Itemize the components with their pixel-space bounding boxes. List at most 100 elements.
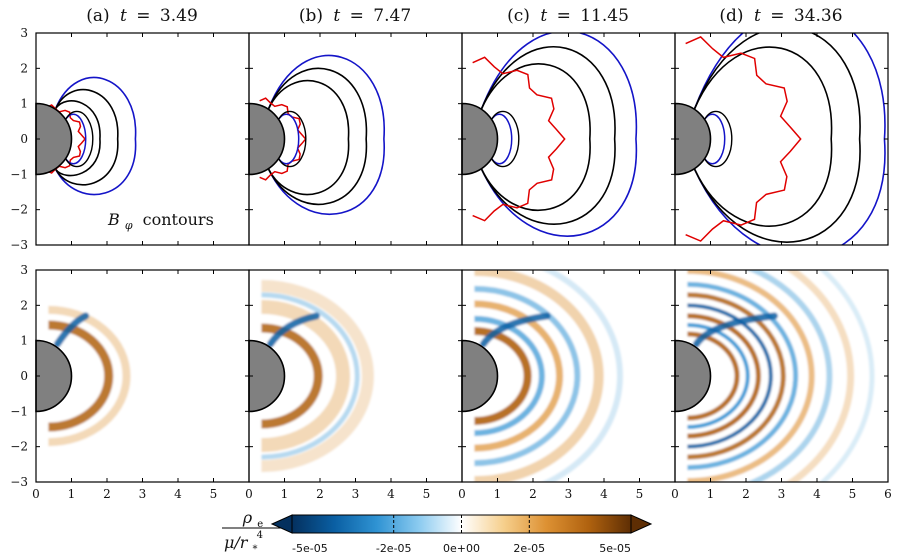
x-tick-label: 4 (813, 487, 821, 501)
heatmap-band (261, 323, 323, 429)
star-disc (35, 102, 73, 176)
x-tick-label: 4 (174, 487, 182, 501)
colorbar: -5e-05 -2e-05 0e+00 2e-05 5e-05 (270, 514, 653, 555)
contour-panel-b (259, 54, 385, 215)
heatmap-band (48, 320, 114, 432)
colorbar-ticks: -5e-05 -2e-05 0e+00 2e-05 5e-05 (292, 515, 631, 555)
panel-label-a: (a) (86, 6, 109, 26)
svg-text:μ/r * 4: μ/r * 4 (224, 530, 263, 556)
heatmap-band (474, 285, 581, 467)
heatmap-panel-d (675, 270, 888, 482)
heatmap-band (687, 313, 761, 439)
y-tick-label: −2 (10, 440, 28, 454)
star-disc (35, 339, 73, 413)
x-tick-label: 2 (316, 487, 324, 501)
star-disc (461, 102, 499, 176)
x-tick-label: 5 (210, 487, 218, 501)
contour-inner-2 (480, 63, 591, 211)
panel-time-b: 7.47 (373, 6, 411, 26)
heatmap-band (819, 270, 875, 482)
x-tick-label: 1 (68, 487, 76, 501)
heatmap-band (474, 326, 532, 426)
x-tick-label: 2 (103, 487, 111, 501)
x-tick-label: 0 (245, 487, 253, 501)
panel-title-d: (d) t = 34.36 (719, 6, 842, 26)
panel-label-d: (d) (719, 6, 743, 26)
panel-title-a: (a) t = 3.49 (86, 6, 198, 26)
panel-label-b: (b) (299, 6, 323, 26)
heatmap-band (687, 281, 799, 471)
colorbar-min-arrow (270, 514, 293, 534)
contour-inner-1 (54, 89, 119, 186)
heatmap-band (746, 270, 833, 482)
bphi-symbol: B (107, 210, 120, 229)
heatmap-band (687, 270, 815, 482)
cb-label-rho: ρ (242, 508, 253, 527)
x-tick-label: 0 (458, 487, 466, 501)
panel-titles: (a) t = 3.49 (b) t = 7.47 (c) t = 11.45 … (86, 6, 842, 26)
x-tick-label: 5 (636, 487, 644, 501)
contour-outer (267, 54, 385, 215)
panel-tsym-d: t (754, 6, 761, 26)
colorbar-tick-label: -5e-05 (292, 542, 328, 555)
star-disc (248, 102, 286, 176)
heatmap-polar-jet (53, 312, 90, 348)
contour-panel-c (472, 33, 638, 237)
y-tick-label: 2 (20, 61, 28, 75)
contour-panel-d (685, 33, 886, 245)
panel-tsym-c: t (540, 6, 547, 26)
x-tick-label: 5 (423, 487, 431, 501)
panel-time-d: 34.36 (794, 6, 843, 26)
panel-title-c: (c) t = 11.45 (507, 6, 629, 26)
x-tick-label: 4 (600, 487, 608, 501)
contour-inner-1 (267, 67, 368, 206)
y-tick-label: 1 (20, 97, 28, 111)
star-disc (674, 339, 712, 413)
x-tick-label: 2 (529, 487, 537, 501)
contour-separatrix (685, 36, 802, 242)
x-tick-label: 0 (671, 487, 679, 501)
axis-ticks: 3 2 1 0 −1 −2 −3 3 2 1 0 −1 −2 −3 0 1 2 3 4 5 0 1 2 3 4 5 0 1 2 3 4 5 0 1… (10, 26, 892, 501)
contour-inner-2 (693, 46, 833, 227)
colorbar-label: ρ e μ/r * 4 (222, 508, 285, 556)
heatmap-band (687, 331, 740, 421)
heatmap-band (541, 270, 623, 482)
heatmap-band (687, 292, 786, 460)
colorbar-max-arrow (630, 514, 653, 534)
x-tick-label: 2 (742, 487, 750, 501)
y-tick-label: −3 (10, 475, 28, 489)
y-tick-label: −2 (10, 203, 28, 217)
panel-time-a: 3.49 (160, 6, 198, 26)
y-tick-label: 0 (20, 132, 28, 146)
x-tick-label: 0 (32, 487, 40, 501)
y-tick-label: −1 (10, 404, 28, 418)
y-tick-label: 0 (20, 369, 28, 383)
heatmap-band (785, 270, 855, 482)
bphi-subscript: φ (125, 219, 133, 232)
x-tick-label: 1 (494, 487, 502, 501)
panel-title-b: (b) t = 7.47 (299, 6, 411, 26)
star-disc (674, 102, 712, 176)
panel-label-c: (c) (507, 6, 530, 26)
heatmap-band (687, 303, 773, 449)
x-tick-label: 1 (281, 487, 289, 501)
colorbar-tick-label: 5e-05 (599, 542, 631, 555)
contour-separatrix (472, 56, 566, 222)
x-tick-label: 6 (884, 487, 892, 501)
heatmap-band (474, 300, 564, 452)
y-tick-label: 3 (20, 26, 28, 40)
x-tick-label: 1 (707, 487, 715, 501)
colorbar-tick-label: -2e-05 (376, 542, 412, 555)
contour-inner-1 (480, 46, 616, 225)
contour-inner-2 (267, 79, 350, 196)
panel-tsym-a: t (120, 6, 127, 26)
cb-label-rho-sub: e (257, 519, 263, 530)
contour-outer (693, 33, 886, 245)
y-tick-label: 3 (20, 263, 28, 277)
cb-label-den-sub: * (253, 544, 258, 555)
bphi-contours-annotation: B φ contours (107, 210, 214, 233)
stars (35, 102, 712, 413)
y-tick-label: 2 (20, 298, 28, 312)
panel-tsym-b: t (333, 6, 340, 26)
